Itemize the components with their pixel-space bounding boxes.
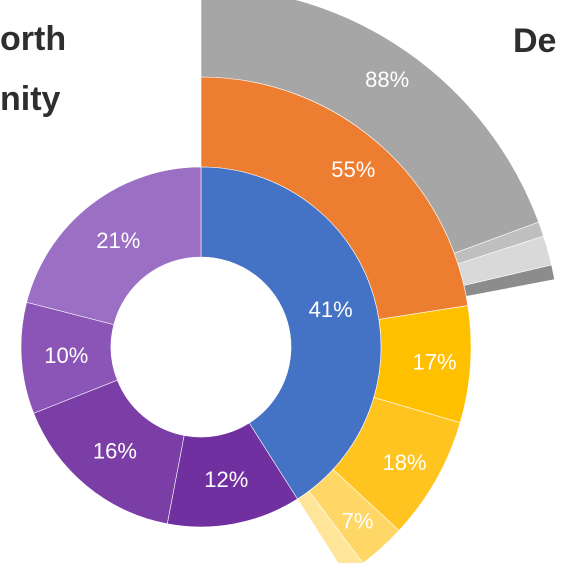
- inner-ring: 41% 12% 16% 10% 21%: [20, 166, 382, 528]
- inner-segment-5: [26, 166, 202, 325]
- inner-segment-5-label: 21%: [96, 228, 140, 253]
- inner-segment-4-label: 10%: [44, 343, 88, 368]
- right-heading: De: [513, 22, 557, 60]
- inner-segment-1-label: 41%: [309, 297, 353, 322]
- middle-segment-4-label: 7%: [342, 508, 374, 533]
- outer-ring: 88%: [200, 0, 555, 297]
- inner-segment-3-label: 16%: [93, 439, 137, 464]
- inner-segment-2-label: 12%: [204, 467, 248, 492]
- inner-segment-3: [33, 379, 185, 525]
- middle-ring: 55% 17% 18% 7%: [200, 76, 472, 563]
- left-heading-line-2: nity: [0, 80, 61, 118]
- middle-segment-1-label: 55%: [331, 157, 375, 182]
- middle-segment-2-label: 17%: [412, 350, 456, 375]
- middle-segment-3-label: 18%: [383, 450, 427, 475]
- left-heading-line-1: orth: [0, 20, 67, 58]
- inner-segment-1: [200, 166, 382, 500]
- outer-segment-1-label: 88%: [365, 67, 409, 92]
